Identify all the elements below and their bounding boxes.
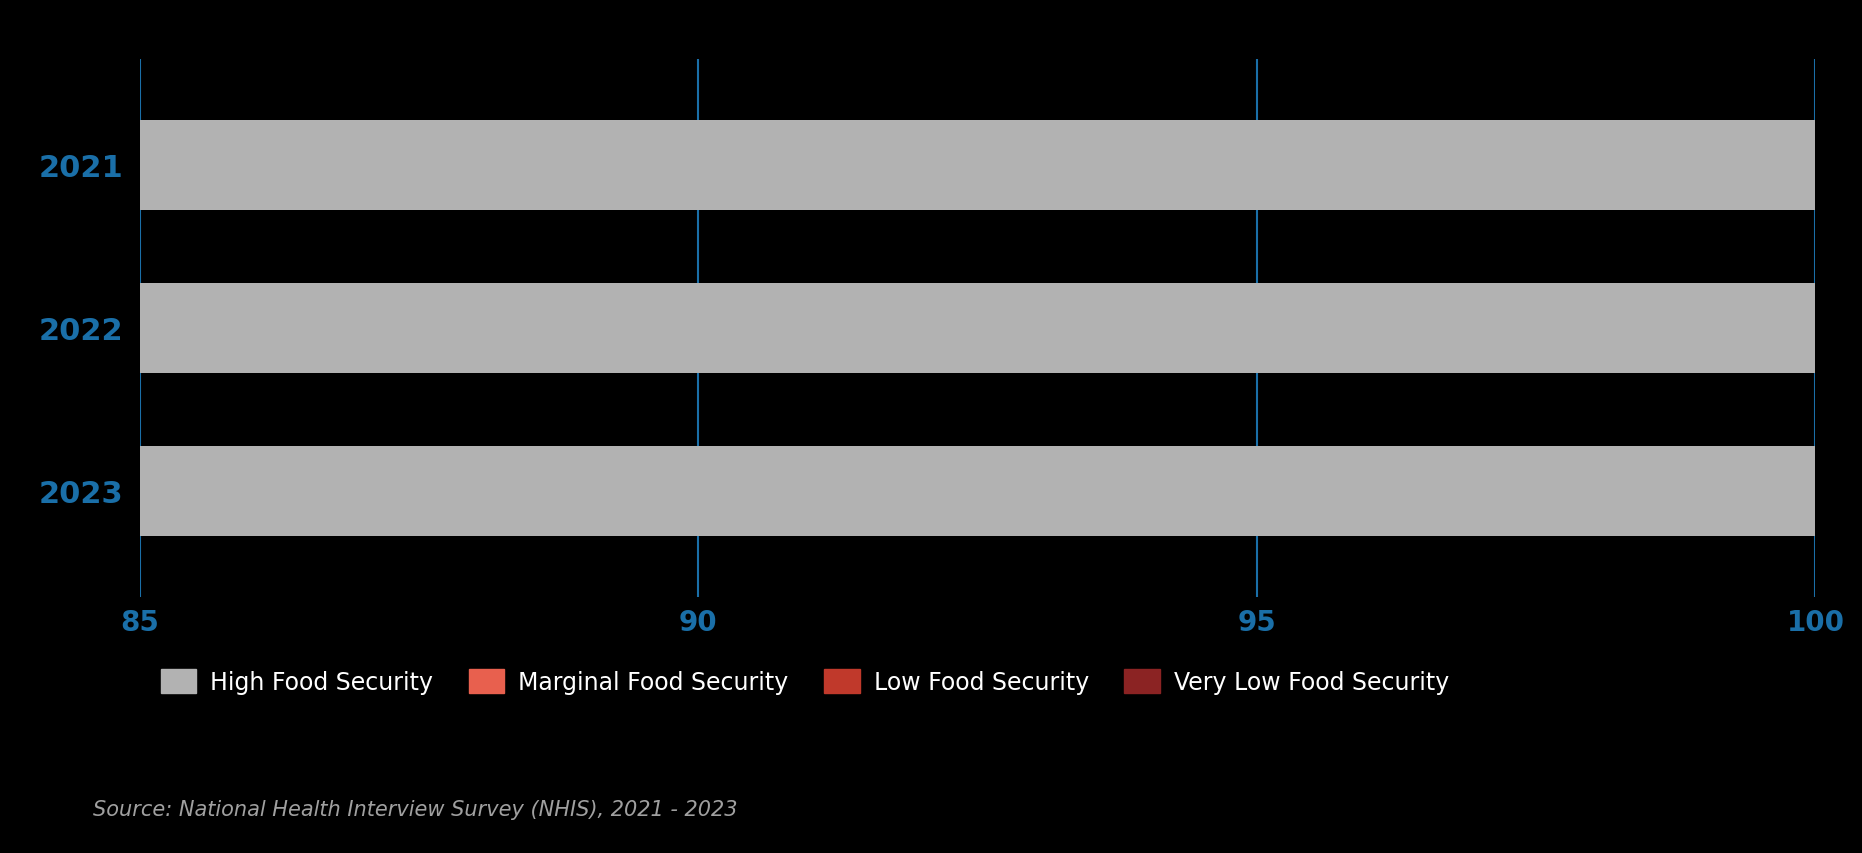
Text: Source: National Health Interview Survey (NHIS), 2021 - 2023: Source: National Health Interview Survey… [93,798,737,819]
Legend: High Food Security, Marginal Food Security, Low Food Security, Very Low Food Sec: High Food Security, Marginal Food Securi… [151,659,1458,704]
Bar [140,283,1862,374]
Bar [140,446,1862,536]
Bar [140,121,1862,211]
